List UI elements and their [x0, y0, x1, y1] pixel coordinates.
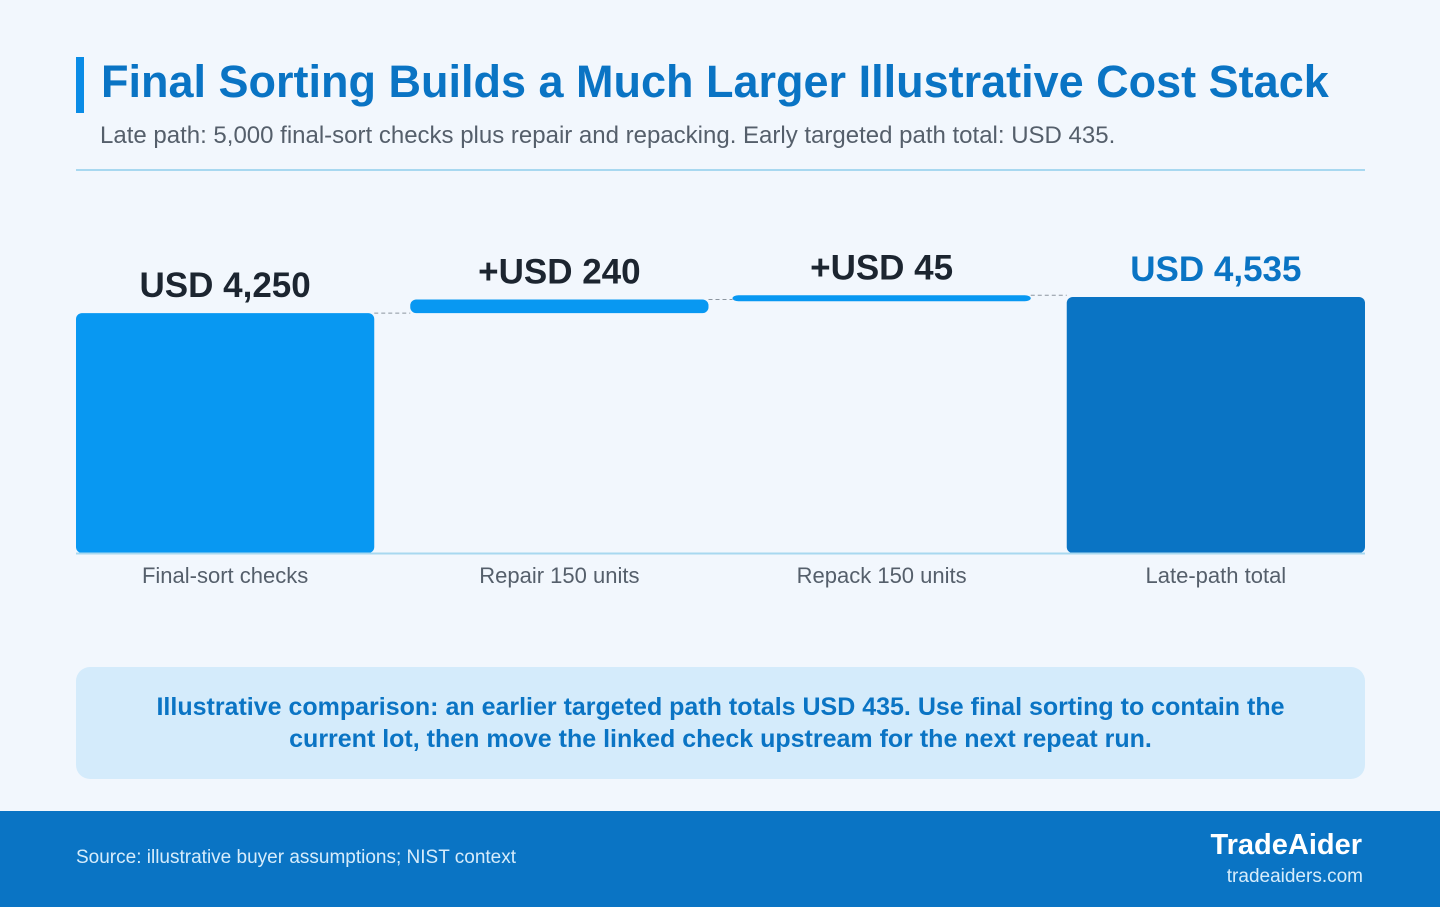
value-label: USD 4,535	[1130, 250, 1301, 289]
category-label: Late-path total	[1146, 563, 1287, 588]
footer-bar: Source: illustrative buyer assumptions; …	[0, 811, 1440, 907]
waterfall-chart: USD 4,250 Final-sort checks +USD 240 Repair…	[76, 248, 1365, 588]
category-label: Final-sort checks	[142, 563, 308, 588]
value-label: +USD 240	[478, 253, 640, 292]
title-accent-bar	[76, 57, 84, 113]
brand-name: TradeAider	[1210, 829, 1363, 861]
bar-repair-150-units	[410, 299, 709, 314]
callout-text: Illustrative comparison: an earlier targ…	[156, 693, 1285, 753]
value-label: USD 4,250	[140, 266, 311, 305]
category-label: Repack 150 units	[797, 563, 967, 588]
value-label: +USD 45	[810, 248, 953, 287]
bar-final-sort-checks	[76, 313, 375, 553]
header-divider	[76, 169, 1365, 171]
page-subtitle: Late path: 5,000 final-sort checks plus …	[100, 122, 1116, 149]
brand-url: tradeaiders.com	[1226, 866, 1363, 887]
bar-repack-150-units	[732, 295, 1031, 302]
source-note: Source: illustrative buyer assumptions; …	[76, 847, 517, 868]
comparison-callout: Illustrative comparison: an earlier targ…	[76, 667, 1365, 779]
page-title: Final Sorting Builds a Much Larger Illus…	[101, 56, 1329, 107]
category-label: Repair 150 units	[479, 563, 639, 588]
bar-late-path-total	[1066, 297, 1365, 553]
